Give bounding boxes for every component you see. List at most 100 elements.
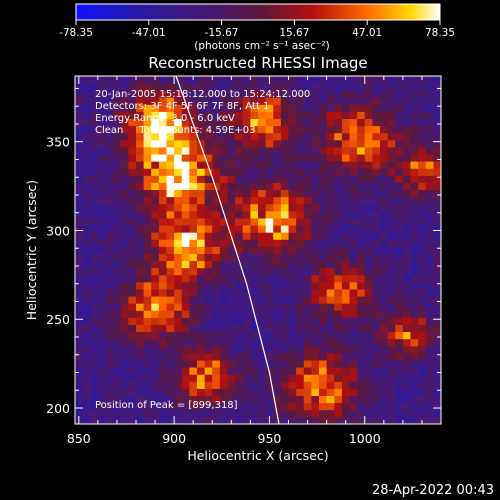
heatmap-cell xyxy=(136,218,145,226)
heatmap-cell xyxy=(90,189,99,198)
heatmap-cell xyxy=(128,83,137,91)
heatmap-cell xyxy=(143,303,152,311)
colorbar-ticks: -78.35 -47.01 -15.67 15.67 47.01 78.35 xyxy=(59,20,455,39)
colorbar-tick-label: 78.35 xyxy=(425,27,455,39)
heatmap-cell xyxy=(387,267,396,276)
heatmap-cell xyxy=(341,225,350,233)
heatmap-cell xyxy=(120,175,129,183)
heatmap-cell xyxy=(128,274,137,283)
heatmap-cell xyxy=(97,345,106,354)
heatmap-cell xyxy=(250,189,259,198)
heatmap-cell xyxy=(273,246,282,254)
heatmap-cell xyxy=(212,338,221,347)
heatmap-cell xyxy=(410,118,419,127)
heatmap-cell xyxy=(380,196,389,205)
heatmap-cell xyxy=(242,203,251,212)
heatmap-cell xyxy=(258,296,267,304)
heatmap-cell xyxy=(364,395,373,404)
heatmap-cell xyxy=(387,253,396,262)
heatmap-cell xyxy=(357,267,366,276)
heatmap-cell xyxy=(250,132,259,141)
heatmap-cell xyxy=(105,175,114,183)
heatmap-cell xyxy=(235,267,244,276)
heatmap-cell xyxy=(387,310,396,318)
heatmap-cell xyxy=(166,147,175,155)
heatmap-cell xyxy=(105,395,114,404)
heatmap-cell xyxy=(82,175,91,183)
heatmap-cell xyxy=(151,210,160,219)
heatmap-cell xyxy=(242,374,251,382)
heatmap-cell xyxy=(143,310,152,318)
heatmap-cell xyxy=(181,267,190,276)
heatmap-cell xyxy=(380,317,389,325)
heatmap-cell xyxy=(364,381,373,389)
heatmap-cell xyxy=(326,189,335,198)
heatmap-cell xyxy=(258,416,267,424)
heatmap-cell xyxy=(288,395,297,404)
heatmap-cell xyxy=(296,147,305,155)
heatmap-cell xyxy=(380,125,389,134)
heatmap-cell xyxy=(212,225,221,233)
heatmap-cell xyxy=(334,203,343,212)
heatmap-cell xyxy=(143,260,152,269)
heatmap-cell xyxy=(357,381,366,389)
heatmap-cell xyxy=(258,147,267,155)
heatmap-cell xyxy=(97,203,106,212)
heatmap-cell xyxy=(90,310,99,318)
heatmap-cell xyxy=(128,139,137,148)
heatmap-cell xyxy=(120,388,129,396)
heatmap-cell xyxy=(189,154,198,162)
heatmap-cell xyxy=(402,154,411,162)
heatmap-cell xyxy=(219,395,228,404)
heatmap-cell xyxy=(181,253,190,262)
heatmap-cell xyxy=(357,388,366,396)
heatmap-cell xyxy=(166,118,175,127)
heatmap-cell xyxy=(105,324,114,333)
heatmap-cell xyxy=(280,388,289,396)
heatmap-cell xyxy=(372,246,381,254)
heatmap-cell xyxy=(242,232,251,240)
heatmap-cell xyxy=(418,132,427,141)
heatmap-cell xyxy=(334,281,343,290)
heatmap-cell xyxy=(433,83,441,91)
heatmap-cell xyxy=(120,367,129,375)
heatmap-cell xyxy=(433,104,441,112)
heatmap-cell xyxy=(364,83,373,91)
heatmap-cell xyxy=(418,196,427,205)
heatmap-cell xyxy=(113,324,122,333)
heatmap-cell xyxy=(410,381,419,389)
heatmap-cell xyxy=(97,239,106,247)
heatmap-cell xyxy=(364,289,373,297)
heatmap-cell xyxy=(410,409,419,418)
heatmap-cell xyxy=(158,111,167,120)
heatmap-cell xyxy=(288,125,297,134)
heatmap-cell xyxy=(334,111,343,120)
heatmap-cell xyxy=(433,374,441,382)
heatmap-cell xyxy=(288,104,297,112)
heatmap-cell xyxy=(105,253,114,262)
heatmap-cell xyxy=(242,345,251,354)
heatmap-cell xyxy=(75,388,84,396)
heatmap-cell xyxy=(151,132,160,141)
heatmap-cell xyxy=(418,154,427,162)
heatmap-cell xyxy=(105,104,114,112)
heatmap-cell xyxy=(97,303,106,311)
heatmap-cell xyxy=(105,125,114,134)
heatmap-cell xyxy=(143,388,152,396)
heatmap-cell xyxy=(319,367,328,375)
heatmap-cell xyxy=(341,196,350,205)
heatmap-cell xyxy=(174,303,183,311)
heatmap-cell xyxy=(75,281,84,290)
heatmap-cell xyxy=(258,374,267,382)
heatmap-cell xyxy=(319,324,328,333)
heatmap-cell xyxy=(212,360,221,368)
heatmap-cell xyxy=(410,402,419,411)
heatmap-cell xyxy=(97,97,106,105)
heatmap-cell xyxy=(97,147,106,155)
heatmap-cell xyxy=(326,76,335,84)
heatmap-cell xyxy=(303,125,312,134)
heatmap-cell xyxy=(197,76,206,84)
heatmap-cell xyxy=(334,310,343,318)
heatmap-cell xyxy=(189,303,198,311)
heatmap-cell xyxy=(349,367,358,375)
